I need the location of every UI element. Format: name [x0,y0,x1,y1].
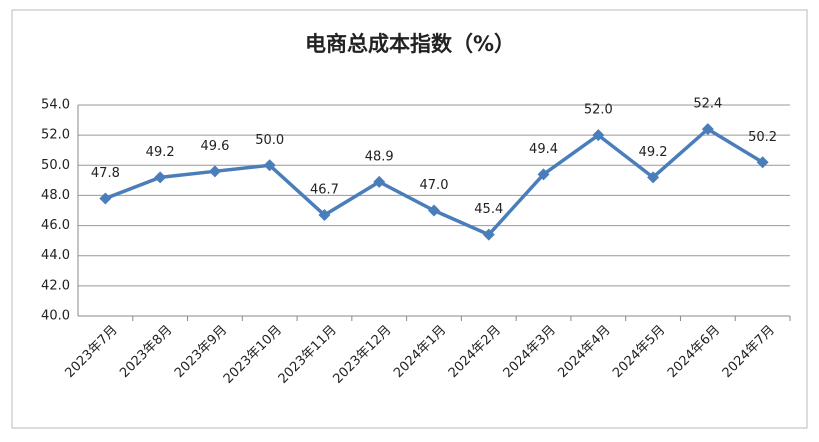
marker [208,165,221,178]
data-label: 52.4 [693,97,722,112]
y-tick-label: 54.0 [41,98,70,113]
marker [154,171,167,184]
data-label: 49.6 [200,139,229,154]
data-label: 52.0 [584,103,613,118]
data-label: 47.0 [420,178,449,193]
marker [647,171,660,184]
data-label: 45.4 [474,202,503,217]
data-label: 46.7 [310,183,339,198]
y-tick-label: 42.0 [41,278,70,293]
marker [592,129,605,142]
marker [428,204,440,217]
y-tick-label: 46.0 [41,218,70,233]
marker [537,168,550,181]
marker [482,228,495,241]
marker [263,159,276,172]
data-label: 50.2 [748,130,777,145]
marker [373,175,386,188]
data-label: 50.0 [255,133,284,148]
chart-frame [11,9,808,429]
chart-title: 电商总成本指数（%） [305,32,515,56]
y-tick-label: 50.0 [41,158,70,173]
data-label: 47.8 [91,166,120,181]
data-label: 48.9 [365,149,394,164]
y-tick-label: 52.0 [41,128,70,143]
data-label: 49.2 [146,145,175,160]
y-tick-label: 44.0 [41,248,70,263]
marker [701,123,714,136]
marker [756,156,769,169]
marker [318,209,331,222]
y-tick-label: 48.0 [41,188,70,203]
marker [99,192,112,205]
data-label: 49.4 [529,142,558,157]
data-label: 49.2 [639,145,668,160]
y-tick-label: 40.0 [41,309,70,324]
